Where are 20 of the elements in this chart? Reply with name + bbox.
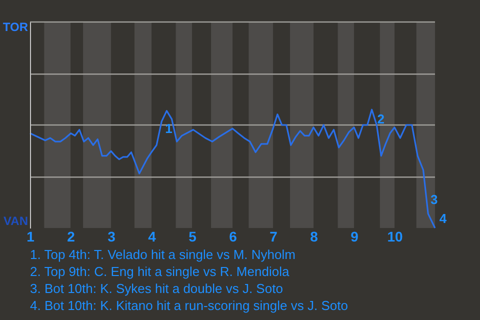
x-tick-label: 4 xyxy=(148,228,156,244)
x-tick-label: 5 xyxy=(188,228,197,244)
annotation: 1 xyxy=(165,120,172,136)
annotation: 4 xyxy=(439,211,448,226)
x-tick-label: 1 xyxy=(26,228,35,244)
x-tick-label: 8 xyxy=(310,228,318,244)
x-tick-label: 9 xyxy=(350,228,359,244)
x-tick-label: 7 xyxy=(270,228,278,244)
text: 3. Bot 10th: K. Sykes hit a double vs J. Soto xyxy=(30,281,283,296)
x-tick-label: 3 xyxy=(108,228,116,244)
x-tick-label: 6 xyxy=(229,228,238,244)
x-tick-label: 10 xyxy=(387,228,403,244)
text: TOR xyxy=(2,20,28,34)
annotation: 3 xyxy=(430,192,438,207)
text: VAN xyxy=(4,214,28,228)
text: 1. Top 4th: T. Velado hit a single vs M. Nyholm xyxy=(30,247,296,262)
text: 4. Bot 10th: K. Kitano hit a run-scoring single vs J. Soto xyxy=(30,298,348,313)
x-tick-label: 2 xyxy=(67,228,76,244)
text: 2. Top 9th: C. Eng hit a single vs R. Mendiola xyxy=(30,264,290,279)
annotation: 2 xyxy=(377,112,384,127)
